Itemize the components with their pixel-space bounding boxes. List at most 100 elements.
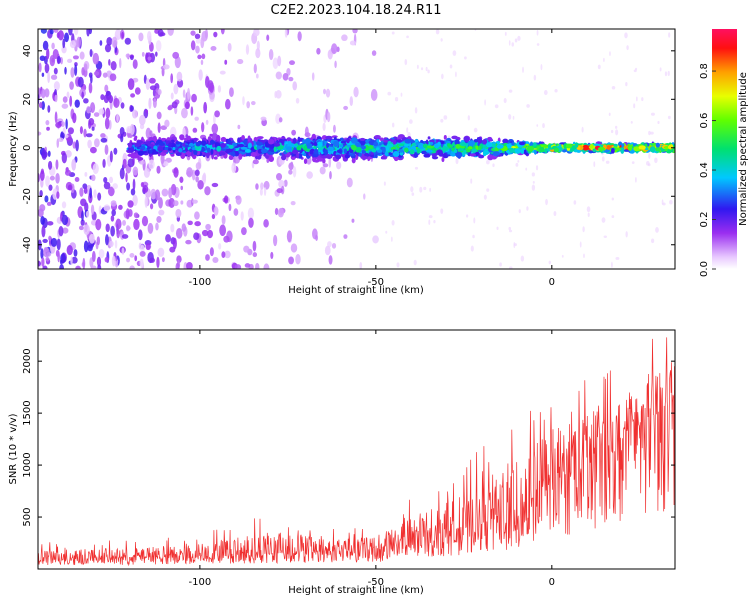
spectrogram-cell [311, 133, 317, 140]
spectrogram-cell [531, 172, 535, 177]
spectrogram-cell [61, 201, 67, 209]
spectrogram-cell [141, 215, 149, 227]
spectrogram-cell [487, 154, 494, 161]
spectrogram-cell [631, 161, 635, 165]
spectrogram-cell [290, 201, 296, 206]
spectrogram-cell [69, 81, 74, 90]
spectrogram-cell [343, 234, 348, 239]
spectrogram-cell [533, 74, 537, 81]
spectrogram-cell [141, 51, 145, 57]
spectrogram-cell [195, 38, 201, 44]
spectrogram-cell [118, 204, 123, 210]
spectrogram-cell [58, 137, 64, 143]
spectrogram-cell [228, 144, 234, 149]
spectrogram-cell [442, 145, 450, 152]
spectrogram-cell [88, 82, 93, 94]
spectrogram-cell [336, 161, 342, 170]
spectrogram-cell [40, 248, 44, 260]
x-tick-label: 0 [549, 577, 555, 588]
snr-y-label: SNR (10 * v/v) [8, 413, 19, 484]
spectrogram-cell [111, 36, 118, 48]
spectrogram-cell [483, 194, 487, 200]
spectrogram-cell [130, 152, 136, 159]
spectrogram-cell [304, 138, 311, 145]
spectrogram-cell [349, 149, 354, 154]
spectrogram-cell [72, 112, 77, 124]
spectrogram-cell [80, 198, 87, 207]
spectrogram-cell [214, 110, 220, 118]
spectrogram-cell [494, 104, 499, 109]
colorbar-label: Normalized spectral amplitude [738, 72, 749, 226]
spectrogram-cell [147, 56, 152, 61]
colorbar-gradient [712, 29, 737, 269]
spectrogram-cell [638, 145, 646, 150]
spectrogram-cell [409, 149, 415, 155]
spectrogram-cell [561, 254, 564, 258]
spectrogram-cell [380, 156, 386, 160]
spectrogram-cell [146, 31, 152, 42]
spectrogram-cell [201, 229, 209, 237]
spectrogram-cell [518, 209, 521, 214]
spectrogram-cell [56, 191, 60, 199]
spectrogram-cell [186, 150, 192, 157]
spectrogram-y-label: Frequency (Hz) [8, 111, 19, 187]
spectrogram-cell [344, 154, 350, 159]
spectrogram-cell [83, 63, 88, 72]
spectrogram-cell [295, 97, 300, 104]
spectrogram-cell [531, 184, 536, 191]
spectrogram-cell [325, 153, 333, 159]
spectrogram-cell [305, 151, 310, 156]
spectrogram-cell [217, 85, 222, 93]
spectrogram-cell [420, 67, 424, 71]
spectrogram-cell [303, 145, 308, 152]
spectrogram-cell [171, 101, 178, 109]
spectrogram-cell [184, 144, 189, 148]
spectrogram-cell [373, 141, 379, 147]
spectrogram-cell [76, 36, 82, 48]
spectrogram-cell [156, 215, 162, 223]
spectrogram-cell [108, 95, 114, 104]
spectrogram-cell [648, 153, 651, 159]
spectrogram-cell [369, 145, 374, 149]
spectrogram-cell [64, 32, 70, 43]
y-tick-label: 2000 [22, 348, 33, 373]
spectrogram-cell [213, 31, 218, 38]
spectrogram-cell [455, 158, 459, 165]
spectrogram-cell [39, 55, 46, 62]
spectrogram-cell [305, 143, 313, 149]
snr-x-ticks: -100 -50 0 [189, 330, 555, 588]
spectrogram-cell [255, 48, 261, 59]
spectrogram-cell [70, 67, 75, 78]
spectrogram-cell [522, 66, 524, 73]
spectrogram-cell [278, 117, 283, 123]
spectrogram-cell [218, 152, 226, 156]
spectrogram-cell [170, 153, 175, 157]
spectrogram-cell [313, 142, 318, 146]
spectrogram-cell [409, 119, 413, 124]
spectrogram-cell [47, 71, 51, 84]
spectrogram-cell [374, 154, 378, 159]
spectrogram-cell [69, 40, 76, 49]
spectrogram-cell [85, 133, 93, 138]
spectrogram-cell [351, 157, 356, 164]
spectrogram-cell [615, 257, 620, 260]
spectrogram-cell [84, 171, 88, 177]
spectrogram-cell [48, 160, 53, 170]
spectrogram-cell [327, 49, 333, 60]
spectrogram-cell [216, 134, 221, 142]
spectrogram-cell [170, 183, 177, 196]
spectrogram-cell [398, 149, 404, 153]
spectrogram-cell [533, 148, 537, 155]
spectrogram-cell [259, 188, 263, 196]
spectrogram-cell [292, 137, 297, 144]
spectrogram-cell [508, 229, 513, 233]
spectrogram-cell [383, 139, 389, 143]
spectrogram-cell [620, 147, 625, 154]
spectrogram-cell [329, 171, 332, 180]
spectrogram-cell [90, 74, 93, 84]
spectrogram-cell [59, 264, 64, 269]
spectrogram-cell [661, 199, 664, 205]
spectrogram-cell [220, 142, 226, 148]
spectrogram-cell [260, 148, 268, 154]
spectrogram-cell [649, 146, 656, 153]
